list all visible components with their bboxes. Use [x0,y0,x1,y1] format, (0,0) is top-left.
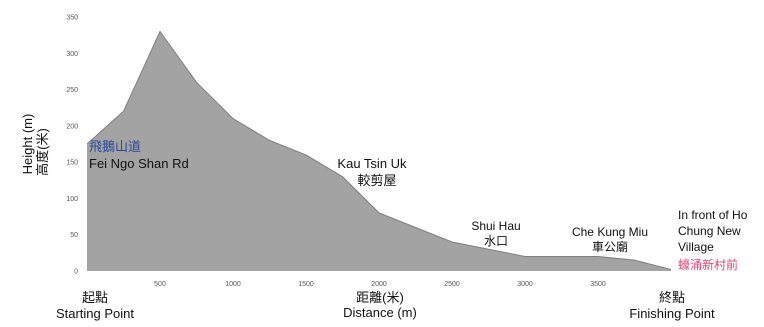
y-tick-label: 200 [66,123,78,130]
elevation-line [86,30,672,270]
waypoint-label: Village [678,240,714,254]
elevation-area [87,31,671,271]
y-tick-label: 300 [66,51,78,58]
y-axis-title: Height (m) [20,114,35,175]
x-axis-title-cn: 距離(米) [356,290,404,305]
start-label: Starting Point [56,306,134,321]
start-label-cn: 起點 [82,290,108,305]
finish-label: Finishing Point [629,306,715,321]
x-axis-title: Distance (m) [343,305,417,320]
y-tick-label: 0 [74,269,78,276]
y-axis-title-cn: 高度(米) [35,128,50,176]
waypoint-label-cn: 蠔涌新村前 [678,257,738,272]
x-tick-label: 1000 [225,281,241,288]
waypoint-label: Kau Tsin Uk [337,156,407,171]
waypoint-label: Chung New [678,224,741,238]
x-tick-label: 2000 [371,281,387,288]
x-tick-label: 2500 [444,281,460,288]
y-tick-label: 50 [70,232,78,239]
x-tick-label: 1500 [298,281,314,288]
waypoint-label: In front of Ho [678,208,748,222]
finish-label-cn: 終點 [659,290,685,305]
x-tick-label: 3500 [590,281,606,288]
y-tick-label: 150 [66,160,78,167]
waypoint-label-cn: 飛鵝山道 [89,139,141,154]
waypoint-label: Fei Ngo Shan Rd [89,156,189,171]
x-tick-label: 3000 [517,281,533,288]
waypoint-label-cn: 車公廟 [592,239,628,254]
x-tick-label: 500 [154,281,166,288]
waypoint-label-cn: 水口 [484,234,508,248]
y-tick-label: 350 [66,15,78,22]
waypoint-label: Che Kung Miu [572,225,648,239]
y-tick-label: 250 [66,87,78,94]
y-tick-label: 100 [66,196,78,203]
waypoint-label-cn: 較剪屋 [357,173,396,188]
waypoint-label: Shui Hau [471,219,520,233]
